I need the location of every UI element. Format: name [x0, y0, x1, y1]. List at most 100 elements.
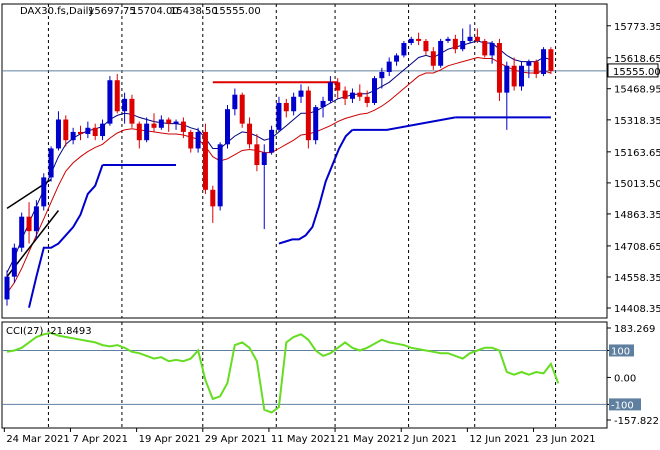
- candle-body: [357, 92, 363, 97]
- current-price-box: [607, 63, 659, 78]
- candle-body: [276, 102, 282, 130]
- candle-body: [423, 40, 429, 52]
- current-price-label: 15555.00: [613, 67, 660, 78]
- candle-body: [467, 36, 473, 41]
- candle-body: [335, 82, 341, 91]
- candle-body: [55, 119, 61, 149]
- x-tick-label: 7 Apr 2021: [72, 434, 127, 445]
- candle-body: [114, 80, 120, 112]
- candle-body: [401, 43, 407, 56]
- y-tick-label: 15013.50: [614, 179, 660, 190]
- candle-body: [247, 123, 253, 145]
- candle-body: [26, 216, 32, 232]
- cci-panel: [1, 321, 608, 429]
- candle-body: [225, 109, 230, 145]
- candle-body: [460, 40, 466, 50]
- cci-title: CCI(27) -21.8493: [6, 326, 92, 337]
- candle-body: [100, 123, 106, 137]
- cci-line: [6, 331, 560, 414]
- candle-body: [526, 61, 532, 66]
- x-tick-label: 21 May 2021: [337, 434, 402, 445]
- candle-body: [166, 119, 172, 124]
- candle-body: [291, 96, 297, 112]
- candle-body: [349, 92, 355, 99]
- channel-line: [352, 116, 456, 131]
- main-frame: [1, 3, 608, 319]
- candle-body: [92, 127, 98, 137]
- y-tick-label: 15468.95: [614, 85, 660, 96]
- candle-body: [158, 119, 164, 128]
- candle-body: [541, 49, 547, 75]
- candle-body: [511, 65, 517, 87]
- candle-body: [70, 131, 76, 141]
- x-tick-label: 24 Mar 2021: [6, 434, 69, 445]
- candle-body: [342, 90, 348, 99]
- candle-body: [452, 38, 458, 50]
- candle-body: [438, 40, 444, 66]
- candle-body: [445, 38, 451, 41]
- candle-body: [173, 121, 179, 124]
- y-tick-label: 15163.65: [614, 148, 660, 159]
- candle-body: [416, 38, 422, 41]
- candle-body: [151, 123, 157, 128]
- main-panel: [1, 3, 608, 319]
- cci-y-tick-label: 0.00: [614, 373, 636, 384]
- candle-body: [136, 123, 142, 141]
- candle-body: [269, 129, 275, 153]
- y-tick-label: 14708.65: [614, 242, 660, 253]
- candle-body: [283, 102, 289, 112]
- y-tick-label: 14558.35: [614, 273, 660, 284]
- channel-line: [28, 164, 104, 308]
- candle-body: [78, 131, 83, 134]
- cci-y-tick-label: 183.269: [614, 324, 655, 335]
- candle-body: [504, 65, 510, 93]
- candle-body: [298, 90, 304, 97]
- candle-body: [41, 177, 47, 207]
- cci-y-tick-label: 100: [611, 346, 630, 357]
- candle-body: [217, 144, 223, 207]
- x-tick-label: 11 May 2021: [271, 434, 336, 445]
- candle-body: [320, 100, 326, 108]
- axes: 15773.35 15618.65 15468.95 15318.35 15163.65…: [3, 22, 660, 445]
- ohlc-high: 15704.00: [131, 6, 179, 17]
- cci-y-tick-label: -100: [611, 400, 634, 411]
- candle-body: [533, 61, 539, 75]
- ohlc-open: 15697.75: [88, 6, 136, 17]
- candle-body: [144, 123, 150, 141]
- x-tick-label: 2 Jun 2021: [403, 434, 457, 445]
- x-tick-label: 12 Jun 2021: [469, 434, 529, 445]
- candle-body: [48, 148, 54, 178]
- channel-line: [278, 129, 354, 245]
- slow-ma-line: [6, 56, 552, 294]
- candle-body: [489, 43, 495, 56]
- candle-body: [548, 49, 554, 71]
- y-tick-label: 15773.35: [614, 22, 660, 33]
- candle-body: [85, 127, 91, 134]
- candle-body: [474, 36, 480, 41]
- candle-body: [261, 152, 267, 165]
- candle-body: [232, 94, 238, 110]
- candle-body: [33, 206, 39, 232]
- y-tick-label: 15318.35: [614, 116, 660, 127]
- candle-body: [379, 71, 385, 79]
- candle-body: [63, 119, 69, 141]
- candle-body: [305, 90, 311, 141]
- candle-body: [107, 80, 113, 124]
- x-tick-label: 23 Jun 2021: [536, 434, 596, 445]
- main-title: DAX30.fs,Daily: [20, 6, 94, 17]
- candle-body: [327, 82, 333, 101]
- candle-body: [210, 189, 216, 207]
- candle-body: [19, 216, 25, 248]
- y-tick-label: 14863.35: [614, 210, 660, 221]
- candle-body: [202, 131, 208, 190]
- candle-body: [519, 65, 524, 87]
- y-tick-label: 14408.35: [614, 304, 660, 315]
- candle-body: [313, 107, 319, 141]
- candle-body: [4, 276, 10, 300]
- candle-body: [408, 38, 414, 44]
- candle-body: [430, 51, 436, 66]
- y-tick-label: 15618.65: [614, 54, 660, 65]
- cci-level-badge: [609, 398, 641, 411]
- candle-body: [195, 131, 201, 149]
